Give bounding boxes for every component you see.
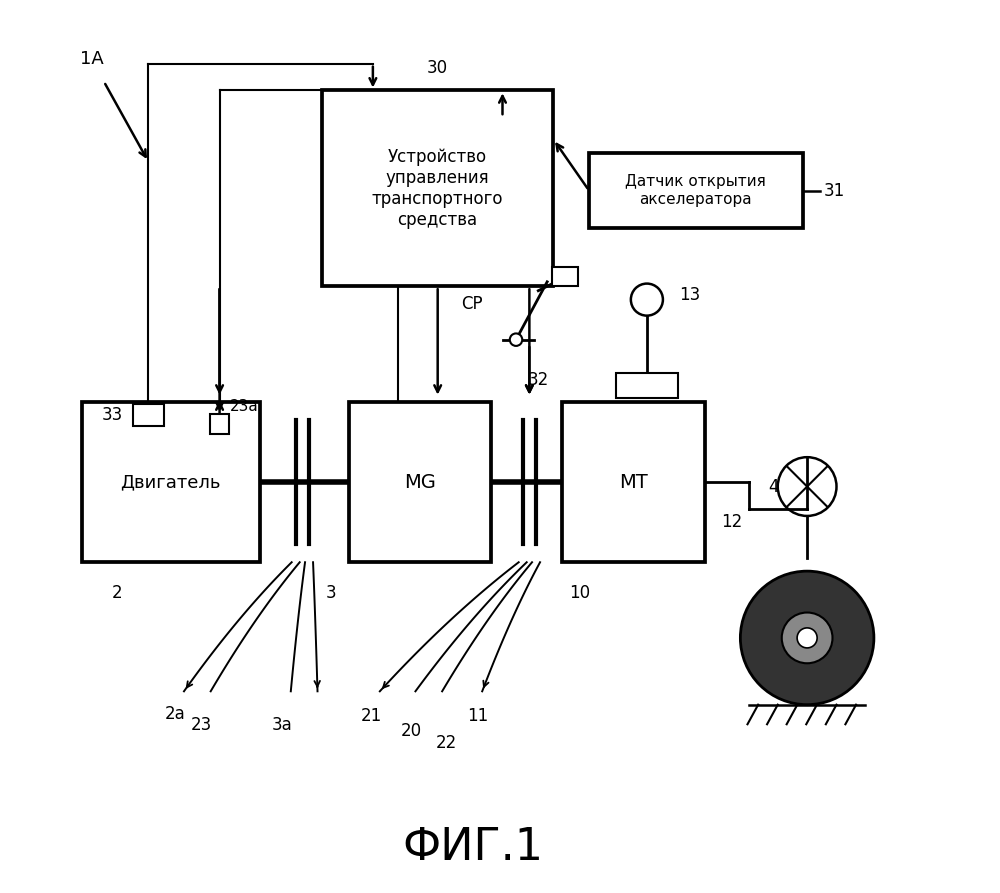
Text: 1A: 1A — [80, 50, 104, 68]
FancyBboxPatch shape — [349, 402, 491, 563]
Text: 3: 3 — [326, 584, 336, 603]
FancyBboxPatch shape — [322, 90, 553, 287]
Text: 23: 23 — [191, 716, 212, 734]
Text: 22: 22 — [436, 734, 457, 752]
Text: 13: 13 — [679, 286, 700, 305]
Text: 23a: 23a — [230, 399, 259, 414]
FancyBboxPatch shape — [82, 402, 260, 563]
Text: 4: 4 — [768, 478, 779, 496]
Text: 33: 33 — [102, 406, 123, 424]
Text: MT: MT — [619, 472, 648, 492]
Circle shape — [782, 613, 832, 663]
Text: 10: 10 — [570, 584, 591, 603]
Text: 2: 2 — [112, 584, 123, 603]
FancyBboxPatch shape — [589, 153, 803, 229]
FancyBboxPatch shape — [210, 414, 229, 434]
Text: 3a: 3a — [272, 716, 292, 734]
Text: 2a: 2a — [165, 705, 185, 722]
Text: 32: 32 — [528, 371, 549, 388]
Text: 11: 11 — [467, 707, 488, 725]
Circle shape — [797, 628, 817, 648]
Text: CP: CP — [461, 295, 482, 313]
Text: 30: 30 — [427, 59, 448, 77]
Text: 5: 5 — [753, 629, 763, 647]
Text: 20: 20 — [400, 722, 422, 740]
Circle shape — [510, 333, 522, 346]
Text: 21: 21 — [360, 707, 382, 725]
Text: MG: MG — [404, 472, 436, 492]
Text: 12: 12 — [721, 513, 742, 531]
FancyBboxPatch shape — [133, 405, 164, 427]
FancyBboxPatch shape — [616, 372, 678, 397]
Text: 31: 31 — [823, 181, 844, 199]
Text: Устройство
управления
транспортного
средства: Устройство управления транспортного сред… — [372, 148, 503, 229]
Text: Датчик открытия
акселератора: Датчик открытия акселератора — [625, 174, 766, 207]
FancyBboxPatch shape — [562, 402, 705, 563]
FancyBboxPatch shape — [552, 267, 578, 287]
Text: Двигатель: Двигатель — [120, 473, 221, 491]
Circle shape — [740, 572, 874, 705]
Text: ФИГ.1: ФИГ.1 — [403, 826, 544, 869]
